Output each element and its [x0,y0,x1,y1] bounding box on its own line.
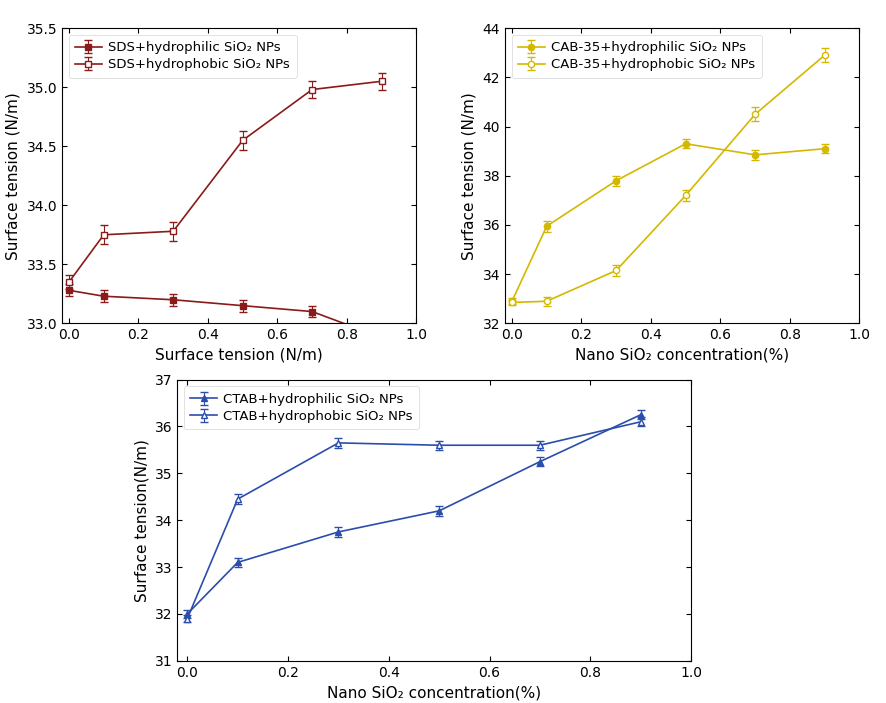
X-axis label: Surface tension (N/m): Surface tension (N/m) [155,348,323,363]
Legend: CAB-35+hydrophilic SiO₂ NPs, CAB-35+hydrophobic SiO₂ NPs: CAB-35+hydrophilic SiO₂ NPs, CAB-35+hydr… [511,34,762,78]
Y-axis label: Surface tension(N/m): Surface tension(N/m) [134,439,149,602]
Legend: SDS+hydrophilic SiO₂ NPs, SDS+hydrophobic SiO₂ NPs: SDS+hydrophilic SiO₂ NPs, SDS+hydrophobi… [68,34,297,78]
Legend: CTAB+hydrophilic SiO₂ NPs, CTAB+hydrophobic SiO₂ NPs: CTAB+hydrophilic SiO₂ NPs, CTAB+hydropho… [183,386,419,430]
Y-axis label: Surface tension (N/m): Surface tension (N/m) [462,92,477,259]
X-axis label: Nano SiO₂ concentration(%): Nano SiO₂ concentration(%) [327,685,541,700]
X-axis label: Nano SiO₂ concentration(%): Nano SiO₂ concentration(%) [575,348,789,363]
Y-axis label: Surface tension (N/m): Surface tension (N/m) [6,92,21,259]
